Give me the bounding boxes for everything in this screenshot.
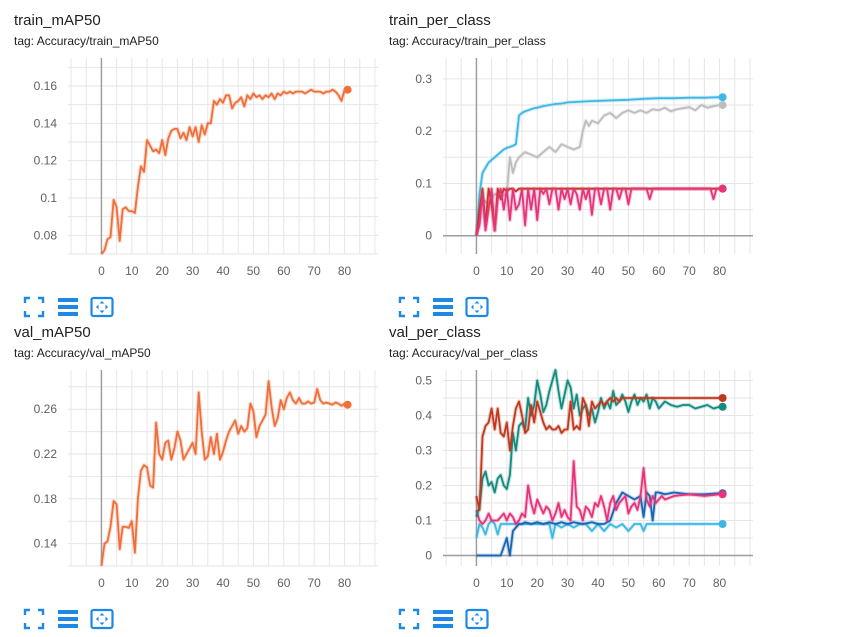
y-tick-label: 0.18 (34, 492, 58, 506)
line-chart[interactable]: 0.08 0.1 0.12 0.14 0.16 0 10 20 30 40 50 60 70 80 (14, 52, 380, 282)
x-tick-label: 10 (500, 264, 514, 278)
x-tick-label: 80 (338, 576, 352, 590)
y-tick-label: 0.3 (415, 72, 432, 86)
x-tick-label: 40 (591, 264, 605, 278)
series-smoothing-halo (101, 90, 347, 254)
y-tick-label: 0.12 (34, 154, 58, 168)
x-tick-label: 10 (500, 576, 514, 590)
fullscreen-icon[interactable] (397, 295, 421, 319)
fit-domain-icon[interactable] (465, 607, 489, 631)
toggle-log-scale-icon[interactable] (431, 295, 455, 319)
y-tick-label: 0.22 (34, 447, 58, 461)
chart-tag: tag: Accuracy/val_mAP50 (14, 346, 151, 360)
x-tick-label: 20 (531, 576, 545, 590)
x-tick-label: 70 (682, 264, 696, 278)
fullscreen-icon[interactable] (22, 607, 46, 631)
x-tick-label: 80 (338, 264, 352, 278)
y-tick-label: 0.1 (415, 514, 432, 528)
series-end-marker (344, 86, 352, 94)
fit-domain-icon[interactable] (90, 295, 114, 319)
x-tick-label: 60 (652, 264, 666, 278)
x-tick-label: 70 (307, 264, 321, 278)
x-tick-label: 0 (473, 264, 480, 278)
x-tick-label: 30 (186, 264, 200, 278)
y-tick-label: 0.1 (415, 176, 432, 190)
line-chart[interactable]: 0 0.1 0.2 0.3 0 10 20 30 40 50 60 70 80 (389, 52, 755, 282)
series-end-marker (719, 185, 727, 193)
x-tick-label: 70 (307, 576, 321, 590)
card-train-mAP50: train_mAP50 tag: Accuracy/train_mAP50 0.… (14, 12, 394, 324)
toggle-log-scale-icon[interactable] (56, 295, 80, 319)
y-tick-label: 0.14 (34, 116, 58, 130)
line-chart[interactable]: 0.14 0.18 0.22 0.26 0 10 20 30 40 50 60 70 80 (14, 364, 380, 594)
x-tick-label: 30 (561, 576, 575, 590)
x-tick-label: 80 (713, 264, 727, 278)
x-tick-label: 20 (156, 264, 170, 278)
x-tick-label: 80 (713, 576, 727, 590)
toggle-log-scale-icon[interactable] (431, 607, 455, 631)
x-tick-label: 40 (216, 576, 230, 590)
chart-title: val_mAP50 (14, 324, 91, 341)
line-chart[interactable]: 0 0.1 0.2 0.3 0.4 0.5 0 10 20 30 40 50 60 70 80 (389, 364, 755, 594)
x-tick-label: 10 (125, 264, 139, 278)
x-tick-label: 50 (247, 576, 261, 590)
x-tick-label: 0 (473, 576, 480, 590)
y-tick-label: 0.1 (40, 191, 57, 205)
x-tick-label: 60 (277, 264, 291, 278)
x-tick-label: 50 (247, 264, 261, 278)
y-tick-label: 0.2 (415, 124, 432, 138)
fit-domain-icon[interactable] (90, 607, 114, 631)
chart-tag: tag: Accuracy/train_per_class (389, 34, 546, 48)
card-train-per-class: train_per_class tag: Accuracy/train_per_… (389, 12, 769, 324)
fit-domain-icon[interactable] (465, 295, 489, 319)
series-end-marker (719, 403, 727, 411)
x-tick-label: 50 (622, 264, 636, 278)
chart-tag: tag: Accuracy/val_per_class (389, 346, 538, 360)
x-tick-label: 10 (125, 576, 139, 590)
card-val-per-class: val_per_class tag: Accuracy/val_per_clas… (389, 324, 769, 636)
x-tick-label: 50 (622, 576, 636, 590)
x-tick-label: 0 (98, 264, 105, 278)
y-tick-label: 0.14 (34, 537, 58, 551)
series-end-marker (719, 520, 727, 528)
y-tick-label: 0 (425, 229, 432, 243)
x-tick-label: 60 (277, 576, 291, 590)
y-tick-label: 0.3 (415, 444, 432, 458)
y-tick-label: 0 (425, 549, 432, 563)
x-tick-label: 30 (561, 264, 575, 278)
y-tick-label: 0.2 (415, 479, 432, 493)
series-end-marker (719, 394, 727, 402)
y-tick-label: 0.5 (415, 374, 432, 388)
chart-title: train_per_class (389, 12, 491, 29)
y-tick-label: 0.26 (34, 402, 58, 416)
x-tick-label: 20 (531, 264, 545, 278)
series-line-pink (476, 189, 722, 236)
toggle-log-scale-icon[interactable] (56, 607, 80, 631)
series-end-marker (719, 101, 727, 109)
chart-title: val_per_class (389, 324, 481, 341)
chart-tag: tag: Accuracy/train_mAP50 (14, 34, 159, 48)
series-end-marker (344, 401, 352, 409)
y-tick-label: 0.08 (34, 228, 58, 242)
x-tick-label: 30 (186, 576, 200, 590)
x-tick-label: 40 (216, 264, 230, 278)
x-tick-label: 70 (682, 576, 696, 590)
series-end-marker (719, 93, 727, 101)
card-val-mAP50: val_mAP50 tag: Accuracy/val_mAP50 0.14 0.… (14, 324, 394, 636)
y-tick-label: 0.4 (415, 409, 432, 423)
chart-title: train_mAP50 (14, 12, 101, 29)
series-end-marker (719, 490, 727, 498)
fullscreen-icon[interactable] (397, 607, 421, 631)
x-tick-label: 60 (652, 576, 666, 590)
x-tick-label: 20 (156, 576, 170, 590)
y-tick-label: 0.16 (34, 79, 58, 93)
fullscreen-icon[interactable] (22, 295, 46, 319)
x-tick-label: 40 (591, 576, 605, 590)
x-tick-label: 0 (98, 576, 105, 590)
